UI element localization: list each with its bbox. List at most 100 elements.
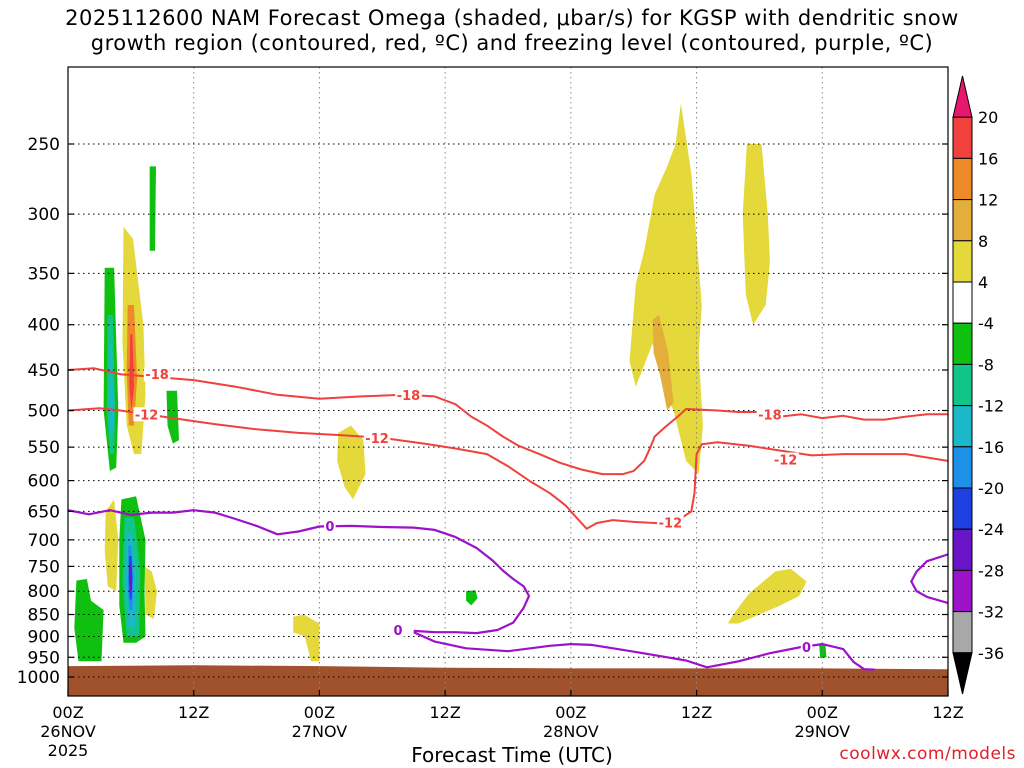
omega-region-21 — [108, 343, 114, 441]
y-tick-label-850: 850 — [28, 606, 60, 626]
omega-region-7 — [742, 144, 770, 325]
colorbar-bin-6 — [952, 322, 973, 365]
dendritic-label-0-1-bg — [395, 387, 422, 402]
dendritic-label-0-1: -18 — [397, 389, 421, 404]
x-tick-label-7: 12Z — [932, 703, 963, 722]
colorbar-bin-4 — [952, 240, 973, 283]
colorbar-label-9: -20 — [978, 479, 1004, 498]
dendritic-contour-m18-0 — [68, 367, 948, 476]
colorbar-bin-13 — [952, 611, 973, 654]
x-tick-label-0: 00Z — [52, 703, 83, 722]
x-axis-title: Forecast Time (UTC) — [411, 743, 613, 767]
colorbar-label-6: -8 — [978, 355, 994, 374]
x-date-label-2: 27NOV — [292, 722, 348, 741]
x-date-label-0: 26NOV — [40, 722, 96, 741]
chart-title-line-2: growth region (contoured, red, ºC) and f… — [90, 31, 934, 55]
omega-region-18 — [819, 644, 827, 659]
dendritic-label-0-2-bg — [756, 407, 784, 422]
colorbar: 20 16 12 8 4 -4 -8 -12 -16 -20 -24 -28 -32 -36 — [952, 75, 1004, 695]
dendritic-label-1-3-bg — [772, 452, 799, 467]
freezing-label-0-0: 0 — [325, 520, 334, 535]
y-tick-label-500: 500 — [28, 402, 60, 422]
grid-lines — [67, 67, 949, 696]
x-tick-label-6: 00Z — [807, 703, 838, 722]
x-tick-label-2: 00Z — [304, 703, 335, 722]
omega-region-0 — [104, 499, 119, 592]
freezing-label-0-1-bg — [392, 623, 404, 638]
omega-region-15 — [74, 579, 104, 662]
colorbar-bin-1 — [952, 116, 973, 159]
y-tick-label-750: 750 — [28, 557, 60, 577]
freezing-label-0-0-bg — [324, 518, 336, 533]
colorbar-bin-14 — [952, 652, 973, 695]
omega-region-8 — [728, 568, 807, 624]
colorbar-label-0: 20 — [978, 108, 998, 127]
omega-region-6 — [629, 103, 703, 475]
y-tick-label-650: 650 — [28, 502, 60, 522]
x-tick-label-3: 12Z — [429, 703, 460, 722]
y-tick-label-950: 950 — [28, 648, 60, 668]
y-tick-label-300: 300 — [28, 205, 60, 225]
contour-lines — [68, 367, 948, 671]
colorbar-bin-10 — [952, 487, 973, 530]
dendritic-label-1-2-bg — [657, 515, 684, 530]
freezing-level-contour-1 — [413, 631, 875, 671]
colorbar-label-8: -16 — [978, 438, 1004, 457]
colorbar-bin-5 — [952, 281, 973, 324]
freezing-label-0-1: 0 — [393, 624, 402, 639]
dendritic-label-1-1: -12 — [365, 432, 389, 447]
x-date-label-4: 28NOV — [543, 722, 599, 741]
freezing-level-contour-0 — [68, 509, 531, 635]
dendritic-label-0-0-bg — [143, 367, 171, 382]
x-tick-label-4: 00Z — [555, 703, 586, 722]
omega-region-3 — [144, 566, 157, 619]
colorbar-label-13: -36 — [978, 644, 1004, 663]
dendritic-label-1-2: -12 — [659, 516, 683, 531]
omega-region-17 — [466, 590, 478, 606]
colorbar-bin-12 — [952, 569, 973, 613]
colorbar-bin-0 — [952, 75, 973, 118]
y-tick-label-450: 450 — [28, 361, 60, 381]
y-tick-label-700: 700 — [28, 531, 60, 551]
omega-region-9 — [652, 315, 674, 411]
contour-labels: -18 -18 -18 -12 -12 -12 -12 0 0 0 — [133, 367, 813, 656]
y-tick-label-600: 600 — [28, 472, 60, 492]
y-tick-label-400: 400 — [28, 316, 60, 336]
dendritic-label-0-0: -18 — [145, 368, 169, 383]
dendritic-label-1-0: -12 — [135, 408, 159, 423]
freezing-label-0-2-bg — [800, 640, 813, 655]
dendritic-contour-m12-1 — [68, 407, 948, 530]
dendritic-label-1-0-bg — [133, 407, 160, 422]
x-year-label-0: 2025 — [48, 741, 89, 760]
dendritic-label-1-3: -12 — [774, 454, 798, 469]
colorbar-label-10: -24 — [978, 520, 1004, 539]
omega-region-13 — [149, 166, 156, 251]
y-tick-label-250: 250 — [28, 135, 60, 155]
x-tick-label-1: 12Z — [178, 703, 209, 722]
omega-shading — [74, 103, 827, 662]
credit-link[interactable]: coolwx.com/models — [839, 744, 1016, 764]
colorbar-bin-7 — [952, 363, 973, 407]
colorbar-bin-8 — [952, 405, 973, 448]
colorbar-label-1: 16 — [978, 149, 998, 168]
colorbar-label-3: 8 — [978, 232, 988, 251]
omega-region-11 — [129, 334, 134, 411]
colorbar-bin-2 — [952, 157, 973, 201]
chart-title: 2025112600 NAM Forecast Omega (shaded, μ… — [0, 6, 1024, 56]
colorbar-bin-11 — [952, 528, 973, 571]
plot-frame — [67, 66, 949, 697]
y-tick-label-1000: 1000 — [17, 668, 60, 688]
x-date-label-6: 29NOV — [794, 722, 850, 741]
terrain-surface — [68, 665, 948, 696]
freezing-label-0-2: 0 — [802, 641, 811, 656]
omega-region-4 — [293, 614, 320, 662]
colorbar-label-4: 4 — [978, 273, 988, 292]
y-tick-label-550: 550 — [28, 438, 60, 458]
colorbar-label-12: -32 — [978, 603, 1004, 622]
chart-title-line-1: 2025112600 NAM Forecast Omega (shaded, μ… — [65, 6, 959, 30]
x-tick-label-5: 12Z — [681, 703, 712, 722]
y-tick-label-900: 900 — [28, 627, 60, 647]
freezing-level-contour-2 — [910, 553, 948, 605]
colorbar-bin-9 — [952, 446, 973, 489]
